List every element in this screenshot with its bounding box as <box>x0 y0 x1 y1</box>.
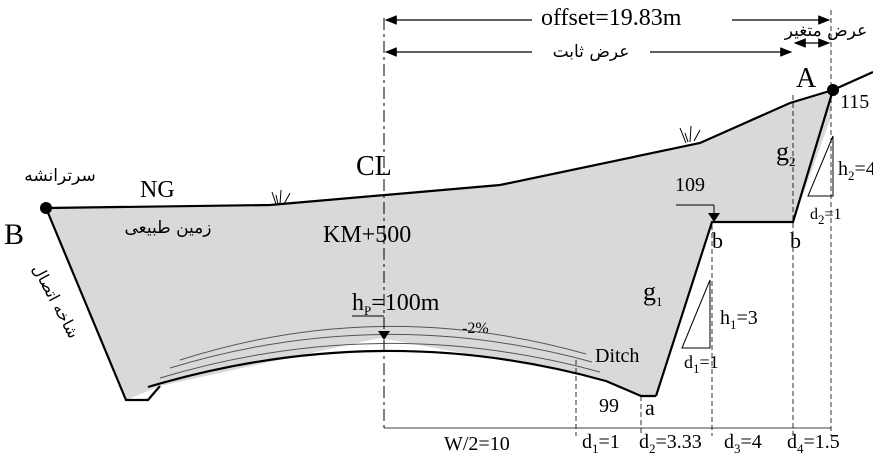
d1-triangle-label: d1=1 <box>684 352 719 376</box>
d2t-sub: 2 <box>818 212 825 227</box>
point-a-label: A <box>796 63 817 94</box>
bd2-sub: 2 <box>649 441 656 456</box>
left-slope-line <box>44 207 161 402</box>
h2-label: h2=4 <box>838 158 873 183</box>
slope-triangle-1 <box>681 279 711 349</box>
bd1-val: =1 <box>599 431 620 453</box>
centre-line-label: CL <box>356 151 392 182</box>
bottom-d4-label: d4=1.5 <box>787 431 840 456</box>
bd1-sub: 1 <box>592 441 599 456</box>
g2-label: g2 <box>776 137 796 169</box>
elevation-99-label: 99 <box>599 395 619 417</box>
elevation-115-label: 115 <box>840 91 869 113</box>
variable-width-label: عرض متغير <box>784 21 867 41</box>
centre-elevation-marker <box>378 331 390 340</box>
d1t-val: =1 <box>700 352 719 372</box>
g1-sub: 1 <box>656 294 663 309</box>
offset-label: offset=19.83m <box>541 5 682 31</box>
grass-icon <box>271 125 701 205</box>
cut-section-area <box>46 90 833 400</box>
ditch-label: Ditch <box>595 345 639 367</box>
h2-h: h <box>838 158 848 180</box>
g2-g: g <box>776 137 789 166</box>
bd2-val: =3.33 <box>656 431 702 453</box>
g1-g: g <box>643 277 656 306</box>
bd4-d: d <box>787 431 797 453</box>
bd4-val: =1.5 <box>804 431 840 453</box>
point-b-label: B <box>4 218 24 251</box>
h1-val: =3 <box>737 307 758 329</box>
h2-sub: 2 <box>848 168 855 183</box>
hp-label-val: =100m <box>371 290 440 316</box>
cut-head-label: سرترانشه <box>24 166 95 186</box>
bd3-sub: 3 <box>734 441 741 456</box>
pavement-layer-1 <box>159 342 601 379</box>
cross-slope-label: -2% <box>462 320 489 337</box>
d1t-d: d <box>684 352 693 372</box>
road-surface <box>147 349 656 398</box>
natural-ground-label: زمین طبیعی <box>125 218 212 238</box>
h1-sub: 1 <box>730 317 737 332</box>
elevation-109-label: 109 <box>675 174 705 196</box>
b-label-2: b <box>790 228 801 253</box>
bd3-d: d <box>724 431 734 453</box>
point-a-marker <box>827 84 839 96</box>
pavement-layer-3 <box>179 325 587 361</box>
bottom-d1-label: d1=1 <box>582 431 620 456</box>
d2-triangle-label: d2=1 <box>810 206 842 227</box>
hp-label-sub: P <box>364 303 371 318</box>
hp-label: hP=100m <box>352 290 440 318</box>
bd4-sub: 4 <box>797 441 804 456</box>
bottom-d2-label: d2=3.33 <box>639 431 702 456</box>
point-a-lower-label: a <box>645 395 655 420</box>
d2t-d: d <box>810 206 818 223</box>
right-slope-g1 <box>654 89 835 397</box>
g1-label: g1 <box>643 277 663 309</box>
bd1-d: d <box>582 431 592 453</box>
ng-label: NG <box>140 177 175 203</box>
h1-h: h <box>720 307 730 329</box>
g2-sub: 2 <box>789 154 796 169</box>
fixed-width-label: عرض ثابت <box>553 42 630 62</box>
elev-109-arrow <box>708 213 720 222</box>
bd2-d: d <box>639 431 649 453</box>
slope-triangle-2 <box>807 135 834 197</box>
b-label-1: b <box>712 228 723 253</box>
h1-label: h1=3 <box>720 307 758 332</box>
d2t-val: =1 <box>825 206 842 223</box>
d1t-sub: 1 <box>693 361 700 376</box>
bottom-d3-label: d3=4 <box>724 431 762 456</box>
hp-label-h: h <box>352 290 364 316</box>
bd3-val: =4 <box>741 431 762 453</box>
station-label: KM+500 <box>323 222 411 248</box>
point-b-marker <box>40 202 52 214</box>
h2-val: =4 <box>855 158 873 180</box>
half-width-label: W/2=10 <box>444 433 510 455</box>
